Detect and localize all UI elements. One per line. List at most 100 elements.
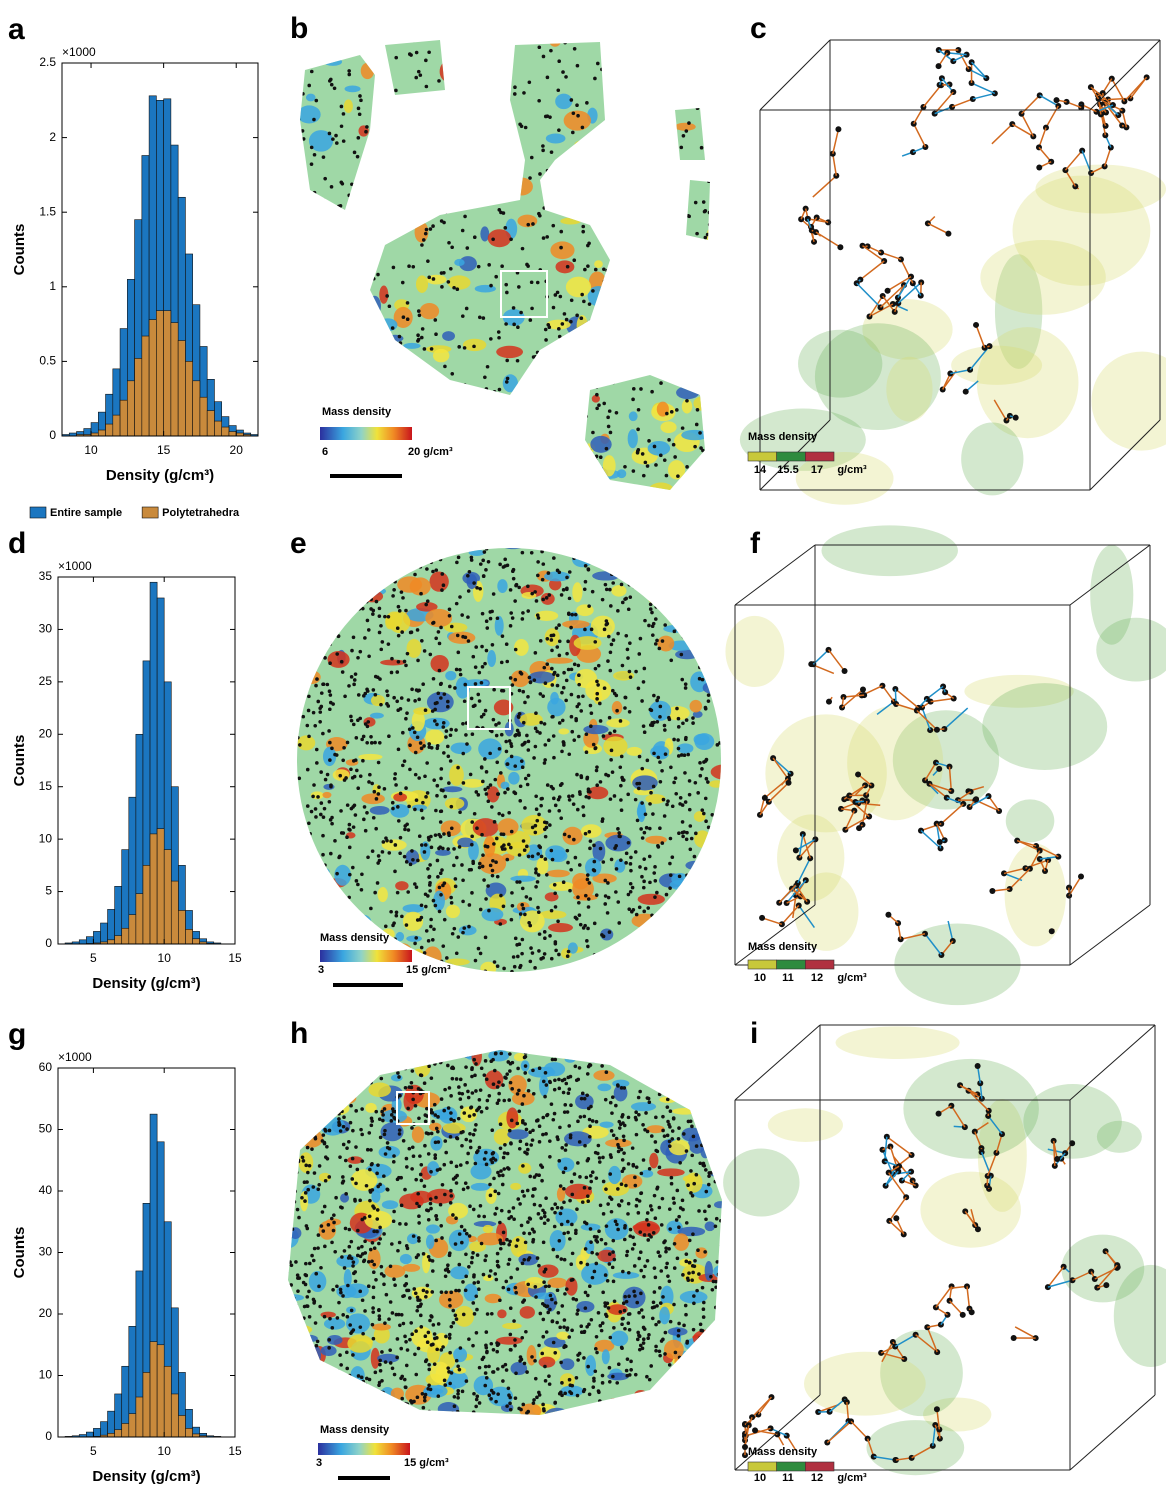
atom bbox=[582, 1356, 586, 1360]
atom bbox=[456, 935, 460, 939]
atom bbox=[348, 1245, 352, 1249]
atom bbox=[447, 1106, 451, 1110]
atom bbox=[397, 634, 401, 638]
atom bbox=[470, 1256, 474, 1260]
atom bbox=[575, 972, 579, 976]
atom bbox=[701, 1045, 705, 1049]
atom bbox=[663, 964, 667, 968]
density-spot bbox=[299, 1152, 314, 1173]
density-spot bbox=[633, 1221, 660, 1237]
atom bbox=[595, 407, 599, 411]
density-spot bbox=[706, 247, 720, 261]
atom bbox=[495, 457, 499, 461]
atom bbox=[337, 366, 341, 370]
atom bbox=[484, 709, 488, 713]
atom bbox=[358, 1290, 362, 1294]
atom bbox=[519, 172, 523, 176]
atom bbox=[454, 1176, 458, 1180]
atom bbox=[361, 45, 365, 49]
atom bbox=[300, 1142, 304, 1146]
atom bbox=[507, 1098, 511, 1102]
atom bbox=[550, 1207, 554, 1211]
atom bbox=[676, 474, 680, 478]
density-spot bbox=[288, 1325, 313, 1335]
atom bbox=[682, 635, 686, 639]
atom bbox=[520, 759, 524, 763]
density-spot bbox=[285, 675, 306, 683]
atom bbox=[317, 1233, 321, 1237]
atom bbox=[674, 792, 678, 796]
atom bbox=[413, 731, 417, 735]
atom bbox=[435, 723, 439, 727]
atom bbox=[462, 1187, 466, 1191]
atom bbox=[709, 361, 713, 365]
atom bbox=[350, 719, 354, 723]
atom bbox=[511, 151, 515, 155]
atom bbox=[339, 204, 343, 208]
density-spot bbox=[293, 293, 317, 309]
atom bbox=[296, 110, 300, 114]
atom bbox=[674, 1351, 678, 1355]
atom bbox=[320, 705, 324, 709]
atom bbox=[474, 1162, 478, 1166]
atom bbox=[304, 1398, 308, 1402]
atom bbox=[610, 643, 614, 647]
atom bbox=[671, 159, 675, 163]
atom bbox=[457, 1048, 461, 1052]
atom bbox=[509, 1306, 513, 1310]
atom bbox=[308, 1164, 312, 1168]
atom bbox=[628, 1328, 632, 1332]
atom bbox=[582, 361, 586, 365]
atom bbox=[709, 422, 713, 426]
atom bbox=[450, 372, 454, 376]
atom bbox=[629, 869, 633, 873]
atom bbox=[329, 260, 333, 264]
atom bbox=[717, 126, 721, 130]
atom bbox=[434, 702, 438, 706]
atom bbox=[497, 1099, 501, 1103]
atom bbox=[562, 1091, 566, 1095]
atom bbox=[524, 1051, 528, 1055]
atom bbox=[358, 94, 362, 98]
atom bbox=[706, 643, 710, 647]
atom bbox=[446, 88, 450, 92]
atom bbox=[589, 724, 593, 728]
atom bbox=[393, 870, 397, 874]
atom bbox=[416, 735, 420, 739]
atom bbox=[494, 1400, 498, 1404]
atom bbox=[308, 300, 312, 304]
atom bbox=[451, 932, 455, 936]
atom bbox=[446, 1263, 450, 1267]
atom bbox=[488, 79, 492, 83]
atom bbox=[472, 93, 476, 97]
density-spot bbox=[674, 901, 689, 910]
atom bbox=[465, 1232, 469, 1236]
atom bbox=[488, 1183, 492, 1187]
atom bbox=[651, 724, 655, 728]
density-spot bbox=[288, 454, 302, 463]
atom bbox=[694, 832, 698, 836]
atom bbox=[378, 677, 382, 681]
atom bbox=[659, 454, 663, 458]
atom bbox=[301, 1156, 305, 1160]
atom bbox=[603, 902, 607, 906]
density-spot bbox=[315, 867, 330, 876]
atom bbox=[575, 103, 579, 107]
atom bbox=[442, 1163, 446, 1167]
atom bbox=[687, 1087, 691, 1091]
atom bbox=[534, 794, 538, 798]
atom bbox=[623, 1238, 627, 1242]
atom bbox=[321, 876, 325, 880]
atom bbox=[405, 923, 409, 927]
atom bbox=[668, 1144, 672, 1148]
atom bbox=[345, 1351, 349, 1355]
atom bbox=[442, 1416, 446, 1420]
atom bbox=[622, 1151, 626, 1155]
atom bbox=[710, 870, 714, 874]
atom bbox=[483, 757, 487, 761]
atom bbox=[587, 1157, 591, 1161]
atom bbox=[651, 348, 655, 352]
atom bbox=[623, 706, 627, 710]
density-spot bbox=[555, 260, 574, 273]
atom bbox=[722, 1060, 726, 1064]
